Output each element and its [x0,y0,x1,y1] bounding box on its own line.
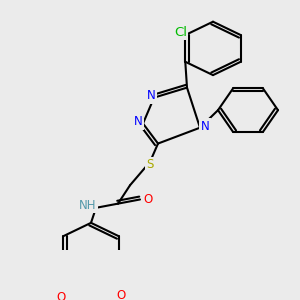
Text: Cl: Cl [174,26,187,39]
Text: S: S [146,158,154,171]
Text: O: O [143,193,153,206]
Text: N: N [201,119,209,133]
Text: NH: NH [79,199,97,212]
Text: N: N [147,89,155,103]
Text: O: O [116,289,126,300]
Text: N: N [134,116,142,128]
Text: O: O [56,291,66,300]
